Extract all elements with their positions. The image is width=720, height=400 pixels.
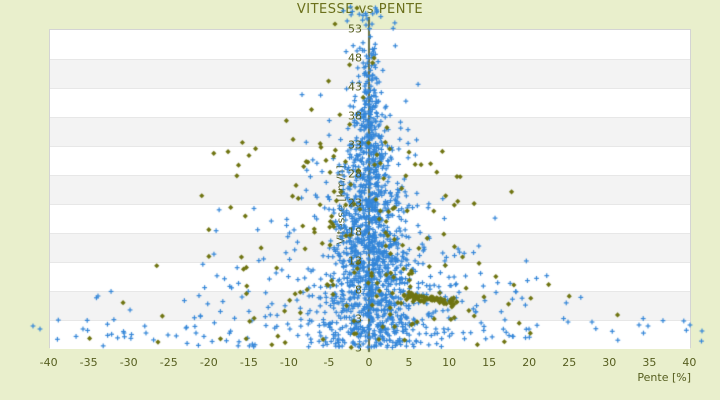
y-tick-label: 28 <box>348 167 362 181</box>
x-tick-label: 35 <box>642 356 657 369</box>
y-tick-label: 33 <box>348 138 362 152</box>
x-tick-label: -15 <box>239 356 258 369</box>
y-tick-label: 53 <box>348 22 362 36</box>
x-tick-label: 30 <box>602 356 617 369</box>
x-tick-label: -5 <box>323 356 335 369</box>
y-tick-label: 48 <box>348 51 362 65</box>
x-tick-label: -35 <box>79 356 98 369</box>
y-tick-label: 18 <box>348 225 362 239</box>
x-tick-label: -10 <box>279 356 298 369</box>
x-tick-label: -30 <box>119 356 138 369</box>
y-tick-label: 23 <box>348 196 362 210</box>
x-tick-label: 0 <box>365 356 373 369</box>
y-tick-label: 43 <box>348 80 362 94</box>
y-tick-label: 8 <box>355 283 362 297</box>
x-tick-label: -40 <box>39 356 58 369</box>
x-tick-label: 25 <box>562 356 577 369</box>
x-tick-label: 5 <box>405 356 413 369</box>
x-tick-label: -25 <box>159 356 178 369</box>
x-tick-label: 15 <box>482 356 497 369</box>
x-tick-label: 10 <box>442 356 457 369</box>
x-tick-label: 20 <box>522 356 537 369</box>
x-tick-label: 40 <box>682 356 697 369</box>
y-tick-label: 38 <box>348 109 362 123</box>
y-tick-label: 13 <box>348 254 362 268</box>
y-tick-label: 3 <box>355 312 362 325</box>
x-tick-label: -20 <box>199 356 218 369</box>
